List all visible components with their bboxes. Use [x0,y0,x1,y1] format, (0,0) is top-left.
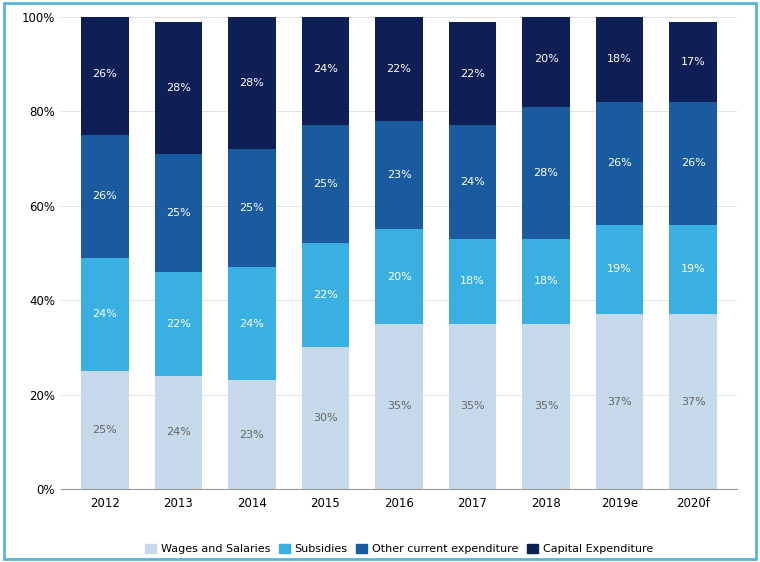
Text: 18%: 18% [607,55,632,64]
Text: 30%: 30% [313,413,337,423]
Bar [302,12,350,125]
Bar [596,225,644,314]
Bar [448,125,496,239]
Text: 26%: 26% [93,191,117,201]
Bar [596,102,644,225]
Text: 19%: 19% [681,265,705,274]
Bar [522,324,570,489]
Text: 35%: 35% [461,401,485,411]
Text: 28%: 28% [534,167,559,178]
Bar [154,272,202,375]
Bar [228,149,276,267]
Bar [302,347,350,489]
Bar [448,324,496,489]
Text: 24%: 24% [166,427,191,437]
Text: 23%: 23% [387,170,411,180]
Bar [375,121,423,229]
Bar [448,239,496,324]
Bar [670,102,717,225]
Text: 22%: 22% [313,291,338,300]
Text: 37%: 37% [681,397,705,406]
Bar [154,21,202,154]
Text: 35%: 35% [534,401,559,411]
Text: 17%: 17% [681,57,705,67]
Bar [670,314,717,489]
Text: 20%: 20% [387,271,411,282]
Bar [670,21,717,102]
Text: 24%: 24% [93,309,117,319]
Bar [522,239,570,324]
Text: 18%: 18% [460,277,485,286]
Text: 18%: 18% [534,277,559,286]
Bar [522,107,570,239]
Bar [670,225,717,314]
Bar [596,17,644,102]
Bar [81,257,128,371]
Bar [228,17,276,149]
Text: 28%: 28% [239,78,264,88]
Bar [154,375,202,489]
Bar [375,17,423,121]
Bar [154,154,202,272]
Text: 35%: 35% [387,401,411,411]
Bar [522,12,570,107]
Text: 28%: 28% [166,83,191,93]
Text: 25%: 25% [93,425,117,435]
Text: 22%: 22% [166,319,191,329]
Bar [81,371,128,489]
Bar [596,314,644,489]
Text: 24%: 24% [239,319,264,329]
Bar [375,324,423,489]
Bar [302,125,350,243]
Bar [448,21,496,125]
Bar [81,12,128,135]
Text: 20%: 20% [534,55,559,64]
Text: 25%: 25% [166,208,191,217]
Bar [228,267,276,380]
Text: 25%: 25% [239,203,264,213]
Text: 24%: 24% [313,64,338,74]
Text: 22%: 22% [387,64,411,74]
Text: 25%: 25% [313,179,338,189]
Text: 26%: 26% [93,69,117,79]
Text: 26%: 26% [607,158,632,168]
Text: 23%: 23% [239,430,264,439]
Text: 19%: 19% [607,265,632,274]
Legend: Wages and Salaries, Subsidies, Other current expenditure, Capital Expenditure: Wages and Salaries, Subsidies, Other cur… [143,542,655,556]
Text: 26%: 26% [681,158,705,168]
Bar [228,380,276,489]
Bar [375,229,423,324]
Text: 37%: 37% [607,397,632,406]
Text: 24%: 24% [460,177,485,187]
Bar [81,135,128,257]
Text: 22%: 22% [460,69,485,79]
Bar [302,243,350,347]
